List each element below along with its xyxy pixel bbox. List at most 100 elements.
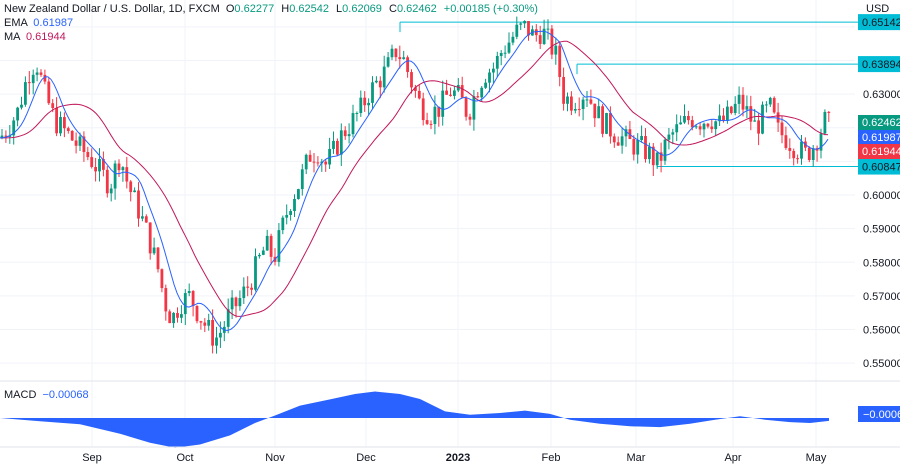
- candle-body: [433, 106, 437, 125]
- candle-body: [534, 29, 538, 36]
- candle-body: [254, 256, 257, 290]
- candle-body: [242, 286, 246, 299]
- candle-body: [495, 55, 499, 69]
- candle-body: [823, 111, 827, 134]
- candle-body: [304, 154, 308, 170]
- candle-body: [601, 106, 604, 134]
- high-label: H: [281, 3, 290, 15]
- candle-body: [714, 121, 718, 130]
- candle-body: [573, 108, 577, 111]
- candle-body: [207, 319, 211, 326]
- price-axis[interactable]: 0.63000 0.60000 0.59000 0.58000 0.57000 0.560…: [863, 89, 900, 370]
- candle-body: [706, 123, 710, 127]
- candle-body: [363, 97, 367, 106]
- candle-body: [8, 135, 12, 137]
- candle-body: [35, 72, 39, 75]
- candle-body: [589, 99, 593, 104]
- candle-body: [659, 152, 663, 161]
- symbol-legend: New Zealand Dollar / U.S. Dollar, 1D, FX…: [4, 2, 538, 16]
- candle-body: [593, 103, 597, 119]
- time-axis[interactable]: Sep Oct Nov Dec 2023 Feb Mar Apr May: [0, 446, 900, 464]
- y-tick-label: 0.57000: [863, 291, 900, 303]
- candle-body: [24, 82, 27, 105]
- candle-body: [819, 133, 823, 151]
- candle-body: [768, 97, 772, 105]
- candle-body: [437, 106, 441, 117]
- candle-body: [390, 48, 394, 58]
- candle-body: [515, 24, 519, 37]
- candle-body: [710, 126, 714, 130]
- candle-body: [293, 198, 296, 212]
- candle-body: [261, 250, 265, 255]
- y-tick-label: 0.58000: [863, 257, 900, 269]
- candle-body: [234, 297, 238, 307]
- candle-body: [472, 96, 476, 120]
- y-tick-label: 0.56000: [863, 325, 900, 337]
- x-tick-label: Apr: [724, 452, 741, 464]
- candle-body: [566, 96, 569, 104]
- candle-body: [55, 107, 58, 134]
- level-badge-label: 0.65142: [862, 17, 900, 29]
- candle-body: [176, 312, 179, 318]
- candle-body: [355, 112, 359, 114]
- candle-body: [371, 82, 374, 103]
- open-label: O: [225, 3, 235, 15]
- candle-body: [581, 99, 585, 110]
- candle-body: [20, 104, 23, 108]
- candle-body: [554, 45, 558, 55]
- candle-body: [484, 82, 487, 88]
- symbol-title[interactable]: New Zealand Dollar / U.S. Dollar, 1D, FX…: [4, 3, 220, 15]
- candle-body: [507, 42, 511, 53]
- candle-body: [503, 52, 507, 54]
- candle-body: [137, 190, 140, 219]
- candle-body: [690, 120, 694, 128]
- price-badges: 0.65142 0.63894 0.60847 0.62462 0.61987 0.619…: [858, 14, 900, 175]
- candle-body: [215, 337, 218, 346]
- candle-body: [620, 136, 624, 146]
- grid-lines: [0, 0, 855, 447]
- candle-body: [761, 104, 764, 134]
- ma-legend[interactable]: MA 0.61944: [4, 30, 66, 44]
- change-value: +0.00185 (+0.30%): [443, 3, 538, 15]
- candle-body: [605, 113, 608, 134]
- candle-body: [765, 104, 768, 106]
- candle-body: [219, 332, 222, 338]
- candle-body: [546, 28, 550, 30]
- candle-body: [281, 217, 285, 231]
- candle-body: [468, 116, 472, 120]
- candle-body: [82, 136, 86, 153]
- candle-body: [550, 28, 554, 55]
- candle-body: [98, 159, 101, 172]
- candle-body: [289, 211, 292, 215]
- candle-body: [66, 128, 70, 131]
- candle-body: [125, 167, 129, 182]
- candle-body: [27, 82, 31, 84]
- ma-label: MA: [4, 31, 20, 43]
- candle-body: [109, 188, 113, 194]
- candle-body: [168, 311, 172, 324]
- price-badge: [858, 115, 900, 130]
- candle-body: [141, 216, 144, 219]
- candle-body: [726, 106, 729, 121]
- candle-body: [211, 319, 214, 346]
- candle-body: [480, 87, 484, 98]
- candle-body: [570, 96, 573, 111]
- ema-label: EMA: [4, 17, 28, 29]
- candle-body: [675, 124, 679, 133]
- candle-body: [663, 139, 667, 161]
- ma-value: 0.61944: [25, 31, 66, 43]
- candle-body: [542, 28, 546, 44]
- ema-legend[interactable]: EMA 0.61987: [4, 16, 73, 30]
- low-label: L: [336, 3, 343, 15]
- candle-body: [780, 122, 784, 136]
- candle-body: [70, 130, 74, 141]
- candle-body: [425, 120, 429, 124]
- y-tick-label: 0.60000: [863, 190, 900, 202]
- level-lines: [399, 21, 858, 168]
- candle-body: [811, 148, 815, 161]
- ema-value: 0.61987: [33, 17, 74, 29]
- macd-legend[interactable]: MACD −0.00068: [4, 388, 89, 402]
- candle-body: [63, 117, 66, 129]
- low-value: 0.62069: [342, 3, 382, 15]
